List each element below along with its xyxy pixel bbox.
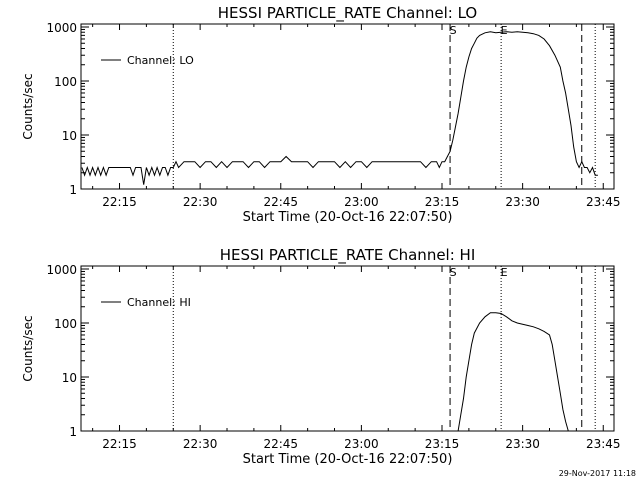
y-tick-label: 1 [69, 425, 77, 439]
x-tick-label: 22:45 [263, 437, 298, 451]
x-tick-label: 22:30 [183, 437, 218, 451]
marker-label: E [501, 24, 508, 37]
chart-title: HESSI PARTICLE_RATE Channel: LO [218, 4, 477, 23]
marker-label: E [501, 266, 508, 279]
plot-frame [80, 265, 615, 432]
x-tick-label: 23:00 [344, 195, 379, 209]
x-tick-label: 23:45 [586, 437, 621, 451]
y-tick-label: 10 [62, 371, 77, 385]
y-tick-label: 100 [54, 317, 77, 331]
y-tick-label: 100 [54, 75, 77, 89]
y-tick-label: 1 [69, 183, 77, 197]
y-axis-title: Counts/sec [21, 315, 35, 381]
y-tick-label: 1000 [46, 21, 77, 35]
y-tick-label: 10 [62, 129, 77, 143]
series-line [457, 312, 569, 432]
x-tick-label: 23:15 [425, 195, 460, 209]
chart-title: HESSI PARTICLE_RATE Channel: HI [220, 246, 476, 265]
x-tick-label: 23:30 [505, 195, 540, 209]
lo-channel-panel: HESSI PARTICLE_RATE Channel: LO 22:15 22:3… [21, 4, 621, 225]
x-tick-label: 22:30 [183, 195, 218, 209]
x-tick-label: 22:15 [102, 195, 137, 209]
x-tick-label: 23:15 [425, 437, 460, 451]
marker-label: S [450, 24, 457, 37]
x-axis-title: Start Time (20-Oct-16 22:07:50) [243, 210, 453, 225]
legend-label: Channel: HI [127, 296, 191, 309]
x-tick-label: 22:15 [102, 437, 137, 451]
marker-label: S [450, 266, 457, 279]
x-tick-label: 23:45 [586, 195, 621, 209]
x-axis-title: Start Time (20-Oct-16 22:07:50) [243, 452, 453, 467]
legend-label: Channel: LO [127, 54, 194, 67]
x-tick-label: 22:45 [263, 195, 298, 209]
plot-timestamp: 29-Nov-2017 11:18 [559, 469, 636, 478]
y-axis-title: Counts/sec [21, 73, 35, 139]
y-tick-label: 1000 [46, 263, 77, 277]
plot-frame [80, 23, 615, 190]
hi-channel-panel: HESSI PARTICLE_RATE Channel: HI 22:15 22:3… [21, 246, 621, 467]
x-tick-label: 23:00 [344, 437, 379, 451]
series-line [81, 31, 598, 185]
x-tick-label: 23:30 [505, 437, 540, 451]
